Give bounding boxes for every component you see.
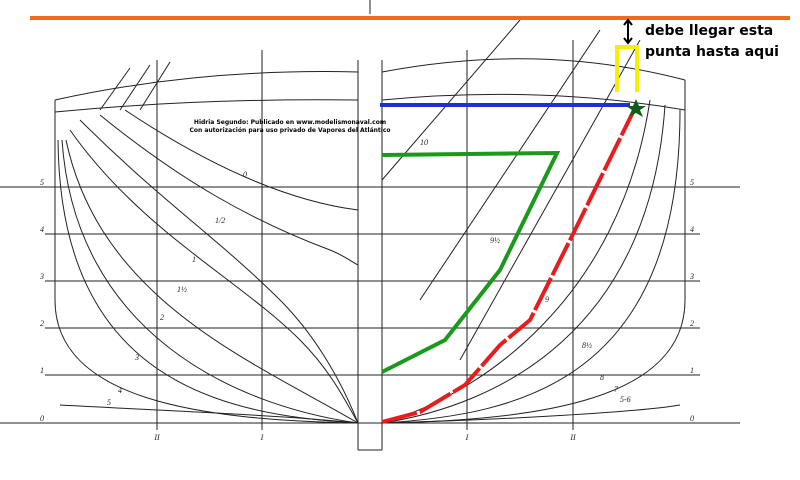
green-section bbox=[381, 150, 561, 374]
section bbox=[381, 104, 666, 424]
station-label: 1/2 bbox=[215, 216, 225, 225]
annotation: punta hasta aqui bbox=[645, 44, 779, 60]
section bbox=[69, 129, 359, 424]
station-label: 9 bbox=[545, 295, 549, 304]
section bbox=[381, 404, 681, 424]
station-label: 4 bbox=[118, 386, 122, 395]
section bbox=[381, 80, 686, 424]
station-label: 1 bbox=[192, 255, 196, 264]
waterline-label: 3 bbox=[689, 272, 694, 281]
diagonal bbox=[99, 61, 171, 111]
station-label: 9½ bbox=[490, 236, 500, 245]
station-label: 7 bbox=[614, 385, 619, 394]
waterline-label: 2 bbox=[690, 319, 694, 328]
waterline-label: 0 bbox=[40, 414, 44, 423]
station-label: 5 bbox=[107, 398, 111, 407]
station-label: 8½ bbox=[582, 341, 592, 350]
station-label: 3 bbox=[134, 353, 139, 362]
star bbox=[626, 99, 646, 117]
buttock-label: II bbox=[569, 433, 576, 442]
section bbox=[124, 109, 359, 211]
waterline-label: 3 bbox=[39, 272, 44, 281]
section bbox=[54, 100, 359, 424]
waterline-label: 1 bbox=[690, 366, 694, 375]
section bbox=[61, 139, 359, 424]
extension bbox=[615, 45, 639, 92]
station-label: 10 bbox=[420, 138, 428, 147]
waterline-label: 4 bbox=[690, 225, 694, 234]
waterline-label: 5 bbox=[40, 178, 44, 187]
waterline-label: 4 bbox=[40, 225, 44, 234]
station-label: 5-6 bbox=[620, 395, 631, 404]
section bbox=[79, 119, 359, 424]
annotation: debe llegar esta bbox=[645, 23, 773, 39]
waterline-label: 5 bbox=[690, 178, 694, 187]
section bbox=[381, 109, 681, 424]
station-label: 2 bbox=[160, 313, 164, 322]
section bbox=[99, 114, 359, 266]
credit: Con autorización para uso privado de Vap… bbox=[189, 127, 390, 134]
station-label: 0 bbox=[243, 170, 247, 179]
sheer bbox=[381, 58, 686, 81]
credit: Hidria Segundo: Publicado en www.modelis… bbox=[194, 119, 386, 126]
diagonal bbox=[381, 19, 641, 361]
drawing bbox=[0, 0, 740, 451]
sheer bbox=[381, 93, 686, 111]
section bbox=[65, 139, 359, 424]
section bbox=[59, 404, 359, 424]
buttock-label: II bbox=[153, 433, 160, 442]
red-section bbox=[381, 107, 637, 424]
arrow bbox=[623, 18, 633, 45]
waterline-label: 2 bbox=[40, 319, 44, 328]
section bbox=[57, 139, 359, 424]
buttock-label: I bbox=[465, 433, 469, 442]
buttock-label: I bbox=[260, 433, 264, 442]
station-label: 8 bbox=[600, 373, 604, 382]
sheer bbox=[54, 71, 359, 101]
waterline-label: 0 bbox=[690, 414, 694, 423]
waterline-label: 1 bbox=[40, 366, 44, 375]
station-label: 1½ bbox=[177, 285, 187, 294]
sheer bbox=[54, 99, 359, 113]
